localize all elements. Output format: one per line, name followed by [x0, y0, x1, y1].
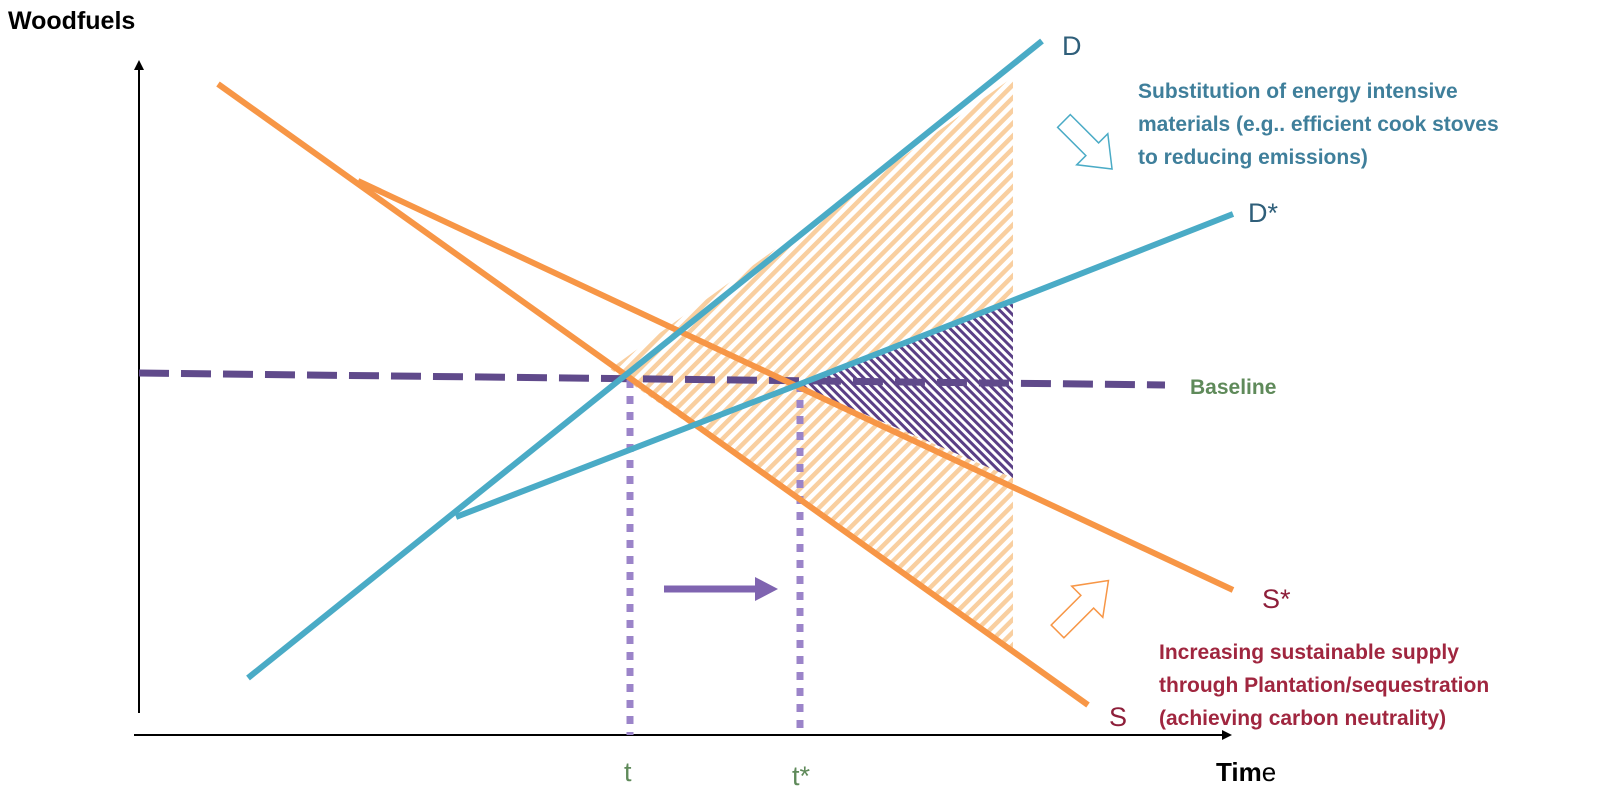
demand-annotation-line: to reducing emissions) [1138, 146, 1368, 169]
x-axis-label-bold: Tim [1216, 757, 1262, 787]
shift-arrow [664, 577, 778, 601]
supply-annotation-line: Increasing sustainable supply [1159, 641, 1459, 664]
orange-hatched-region [610, 77, 1013, 650]
supply-annotation-line: (achieving carbon neutrality) [1159, 707, 1446, 730]
purple-hatched-region [795, 302, 1013, 478]
x-axis-label-rest: e [1262, 757, 1276, 787]
demand-annotation-line: Substitution of energy intensive [1138, 80, 1458, 103]
s-line-label: S [1109, 702, 1127, 732]
supply-shift-arrow-icon [1050, 579, 1110, 639]
x-axis-label: Time [1216, 757, 1276, 787]
tick-label-t: t [624, 757, 632, 787]
d-line-label: D [1062, 31, 1082, 61]
supply-annotation: Increasing sustainable supply through Pl… [1159, 641, 1489, 730]
demand-line-d [246, 38, 1044, 681]
baseline-line [138, 369, 1166, 389]
supply-line-s [216, 81, 1090, 708]
d-star-line-label: D* [1248, 198, 1278, 228]
baseline-label: Baseline [1190, 376, 1276, 399]
demand-shift-arrow-icon [1056, 113, 1113, 170]
demand-line-d-star [454, 211, 1235, 520]
demand-annotation: Substitution of energy intensive materia… [1138, 80, 1499, 169]
y-axis-label: Woodfuels [8, 7, 135, 35]
supply-annotation-line: through Plantation/sequestration [1159, 674, 1489, 697]
demand-annotation-line: materials (e.g.. efficient cook stoves [1138, 113, 1499, 136]
s-star-line-label: S* [1262, 584, 1291, 614]
tick-label-t-star: t* [792, 761, 811, 789]
